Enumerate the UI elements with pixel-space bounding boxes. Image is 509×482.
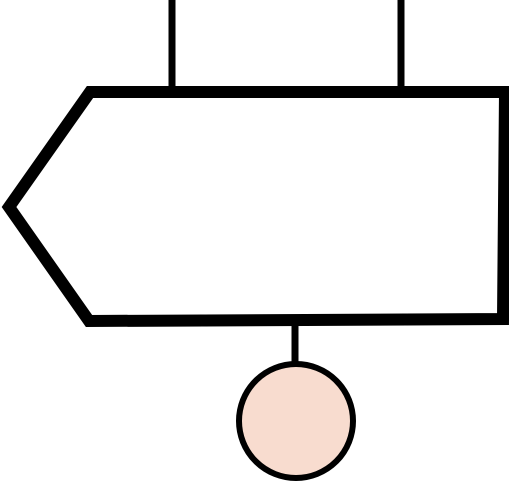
arrow-sign-board-icon (1, 86, 509, 328)
circle-knob-icon (236, 361, 356, 481)
